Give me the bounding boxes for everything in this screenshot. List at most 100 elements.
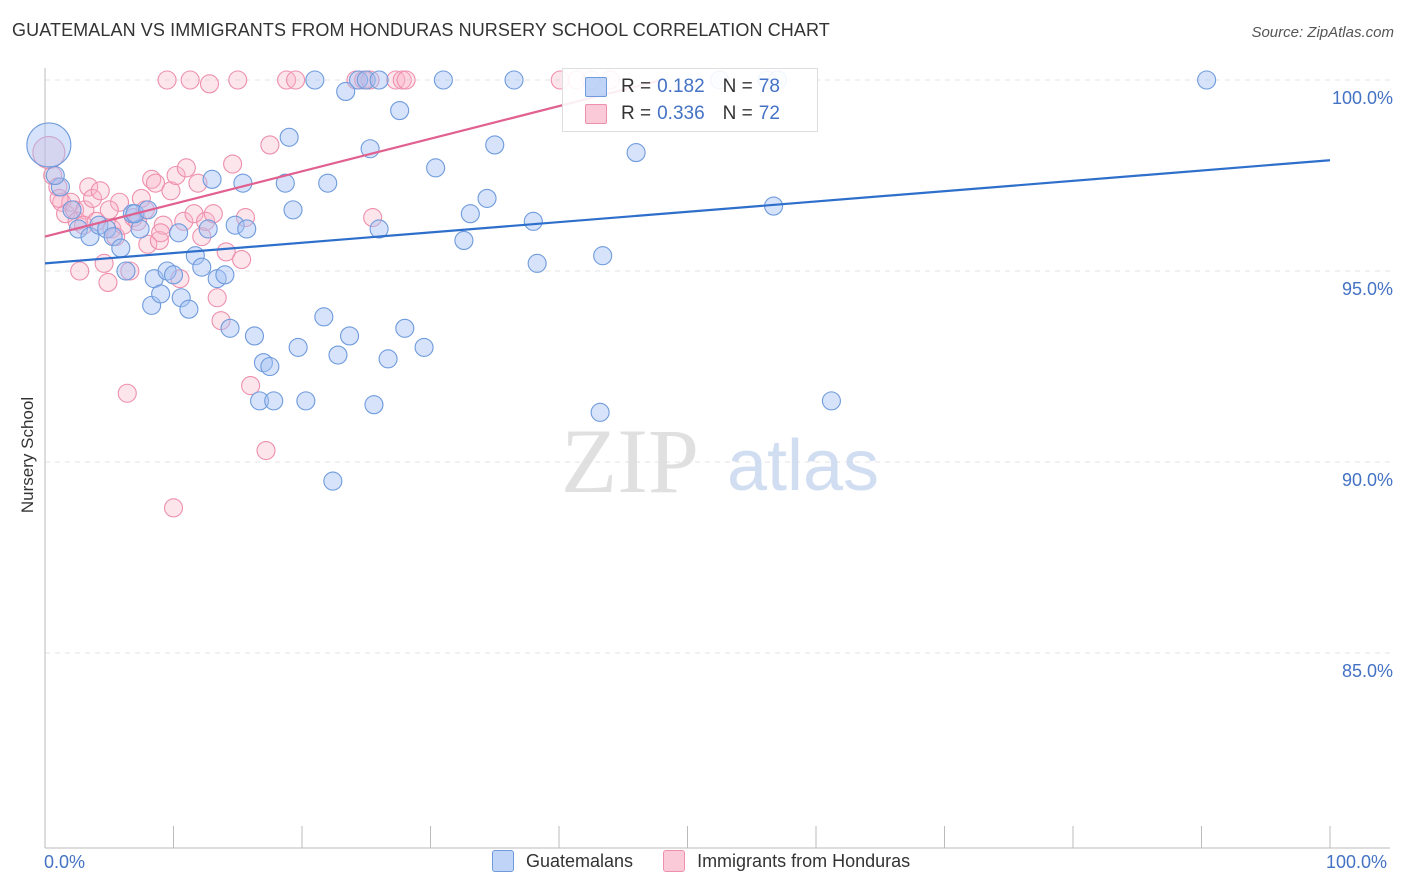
x-tick-label-left: 0.0%	[44, 852, 86, 872]
scatter-point	[192, 227, 212, 247]
scatter-point	[176, 158, 196, 178]
scatter-point	[279, 127, 299, 147]
watermark-zip: ZIP	[561, 410, 699, 512]
r-value: 0.182	[657, 76, 705, 97]
axes	[44, 68, 1390, 849]
scatter-point	[396, 70, 416, 90]
scatter-point	[264, 391, 284, 411]
scatter-point	[348, 70, 369, 90]
scatter-point	[460, 204, 480, 224]
scatter-point	[111, 238, 131, 258]
scatter-point	[275, 173, 295, 193]
scatter-point	[256, 440, 276, 461]
scatter-point	[166, 165, 186, 186]
series-honduras-points	[32, 70, 620, 518]
scatter-point	[179, 299, 199, 319]
stats-legend: R = 0.182 N = 78 R = 0.336 N = 72	[562, 68, 818, 132]
scatter-point	[79, 177, 99, 197]
scatter-point	[426, 158, 446, 178]
series-guatemalans-points	[26, 70, 1217, 491]
stats-row-guatemalans: R = 0.182 N = 78	[585, 74, 798, 100]
y-tick-label: 90.0%	[1342, 470, 1393, 490]
n-value: 72	[758, 103, 780, 124]
scatter-point	[386, 70, 406, 90]
scatter-point	[363, 207, 383, 228]
legend-item-guatemalans[interactable]: Guatemalans	[492, 850, 633, 872]
scatter-point	[414, 337, 434, 357]
scatter-point	[98, 272, 118, 293]
scatter-point	[199, 74, 220, 94]
scatter-point	[157, 70, 177, 90]
r-label: R =	[621, 76, 652, 97]
scatter-point	[821, 391, 841, 411]
scatter-point	[228, 70, 248, 90]
r-label: R =	[621, 103, 652, 124]
scatter-point	[223, 154, 243, 174]
scatter-point	[188, 173, 208, 193]
swatch-pink	[585, 104, 607, 124]
scatter-point	[62, 200, 82, 220]
series-legend: Guatemalans Immigrants from Honduras	[492, 850, 940, 872]
scatter-point	[504, 70, 524, 90]
n-value: 78	[758, 76, 780, 97]
scatter-point	[314, 307, 334, 327]
watermark-atlas: atlas	[727, 426, 879, 506]
scatter-point	[82, 188, 103, 208]
scatter-point	[202, 169, 222, 189]
r-value: 0.336	[657, 103, 705, 124]
gridlines	[45, 79, 1390, 654]
scatter-point	[138, 234, 158, 254]
swatch-blue	[585, 77, 607, 97]
y-tick-label: 95.0%	[1342, 279, 1393, 299]
chart-title: GUATEMALAN VS IMMIGRANTS FROM HONDURAS N…	[12, 20, 830, 40]
scatter-point	[390, 101, 410, 121]
scatter-point	[339, 326, 360, 346]
scatter-point	[99, 200, 119, 220]
scatter-point	[378, 349, 398, 369]
scatter-point	[241, 376, 261, 396]
scatter-point	[323, 471, 343, 491]
scatter-point	[203, 204, 223, 224]
scatter-point	[283, 200, 303, 220]
scatter-point	[90, 181, 110, 201]
scatter-point	[593, 246, 613, 266]
y-tick-label: 85.0%	[1342, 661, 1393, 681]
y-tick-labels: 100.0% 95.0% 90.0% 85.0%	[1332, 88, 1393, 681]
scatter-point	[145, 173, 166, 193]
trend-line-guatemalans	[44, 159, 1331, 265]
scatter-point	[180, 70, 200, 90]
source-label: Source: ZipAtlas.com	[1251, 24, 1394, 41]
scatter-point	[364, 395, 384, 415]
scatter-point	[1197, 70, 1217, 90]
scatter-point	[161, 181, 181, 201]
scatter-point	[171, 288, 191, 308]
scatter-point	[523, 211, 543, 231]
legend-item-honduras[interactable]: Immigrants from Honduras	[663, 850, 910, 872]
scatter-point	[433, 70, 453, 90]
scatter-point	[260, 135, 280, 155]
scatter-point	[288, 337, 308, 357]
y-tick-label: 100.0%	[1332, 88, 1393, 108]
scatter-point	[45, 165, 65, 186]
scatter-point	[153, 215, 173, 235]
scatter-point	[130, 219, 150, 239]
scatter-point	[305, 70, 325, 90]
trend-lines	[44, 78, 1331, 265]
scatter-point	[454, 230, 474, 250]
scatter-point	[225, 215, 245, 235]
legend-label-guatemalans: Guatemalans	[526, 850, 634, 871]
scatter-point	[485, 135, 505, 155]
scatter-point	[198, 219, 218, 239]
scatter-point	[103, 227, 123, 247]
scatter-point	[207, 288, 227, 308]
scatter-point	[50, 177, 70, 197]
scatter-point	[336, 81, 356, 102]
scatter-point	[477, 188, 497, 208]
scatter-point	[232, 249, 252, 270]
scatter-point	[151, 223, 171, 243]
scatter-point	[590, 402, 610, 422]
trend-line-honduras	[44, 78, 663, 238]
scatter-point	[149, 230, 169, 250]
scatter-point	[369, 219, 389, 239]
